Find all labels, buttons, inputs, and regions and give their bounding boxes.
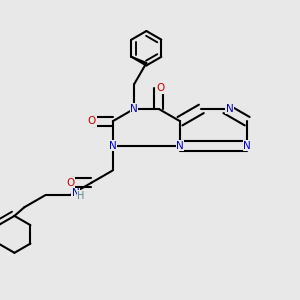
Text: N: N [130, 104, 138, 114]
Text: N: N [243, 141, 251, 151]
Text: O: O [156, 83, 164, 93]
Text: O: O [88, 116, 96, 126]
Text: N: N [176, 141, 184, 151]
Text: H: H [77, 191, 84, 201]
Text: O: O [67, 178, 75, 188]
Text: N: N [109, 141, 117, 151]
Text: N: N [72, 188, 80, 199]
Text: N: N [226, 104, 233, 114]
